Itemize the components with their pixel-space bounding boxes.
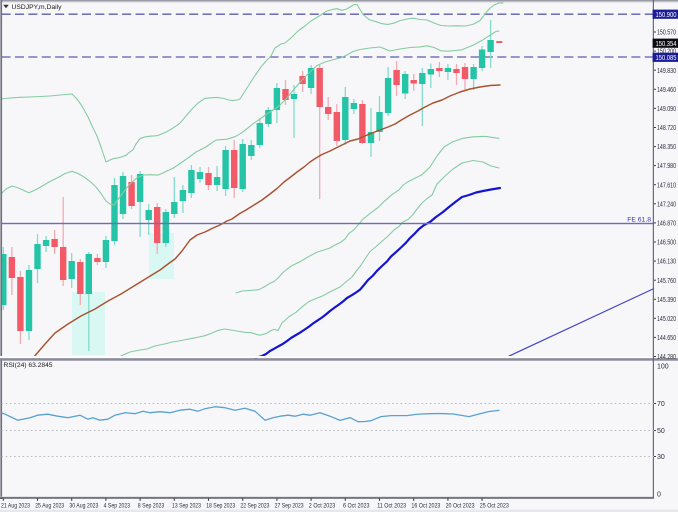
svg-text:2 Oct 2023: 2 Oct 2023 — [309, 502, 336, 509]
svg-text:146.130: 146.130 — [657, 259, 676, 266]
svg-text:144.280: 144.280 — [657, 354, 676, 361]
svg-text:25 Oct 2023: 25 Oct 2023 — [480, 502, 509, 509]
svg-text:148.720: 148.720 — [657, 125, 676, 132]
svg-text:150.085: 150.085 — [656, 55, 677, 62]
svg-text:150.900: 150.900 — [656, 12, 677, 19]
svg-text:11 Oct 2023: 11 Oct 2023 — [377, 502, 406, 509]
svg-text:FE 61.8: FE 61.8 — [627, 217, 651, 224]
svg-text:0: 0 — [657, 492, 661, 499]
svg-text:20 Oct 2023: 20 Oct 2023 — [446, 502, 475, 509]
svg-text:144.650: 144.650 — [657, 335, 676, 342]
svg-text:16 Oct 2023: 16 Oct 2023 — [411, 502, 440, 509]
svg-text:148.350: 148.350 — [657, 144, 676, 151]
svg-text:150.200: 150.200 — [657, 49, 676, 56]
svg-text:30: 30 — [657, 454, 665, 461]
svg-text:149.090: 149.090 — [657, 106, 676, 113]
svg-text:30 Aug 2023: 30 Aug 2023 — [69, 502, 98, 509]
svg-text:146.870: 146.870 — [657, 221, 676, 228]
svg-text:4 Sep 2023: 4 Sep 2023 — [104, 502, 131, 509]
svg-text:145.760: 145.760 — [657, 278, 676, 285]
svg-text:6 Oct 2023: 6 Oct 2023 — [343, 502, 370, 509]
svg-text:50: 50 — [657, 428, 665, 435]
svg-text:149.460: 149.460 — [657, 87, 676, 94]
svg-text:149.830: 149.830 — [657, 68, 676, 75]
svg-text:150.354: 150.354 — [656, 41, 677, 48]
svg-text:145.390: 145.390 — [657, 297, 676, 304]
svg-text:RSI(24) 63.2845: RSI(24) 63.2845 — [4, 362, 53, 369]
svg-text:147.610: 147.610 — [657, 182, 676, 189]
svg-text:25 Aug 2023: 25 Aug 2023 — [35, 502, 64, 509]
svg-text:22 Sep 2023: 22 Sep 2023 — [240, 502, 269, 509]
svg-text:21 Aug 2023: 21 Aug 2023 — [1, 502, 30, 509]
svg-text:USDJPY,m,Daily: USDJPY,m,Daily — [12, 4, 63, 11]
svg-text:147.240: 147.240 — [657, 201, 676, 208]
svg-text:146.500: 146.500 — [657, 240, 676, 247]
svg-text:150.570: 150.570 — [657, 30, 676, 37]
svg-text:8 Sep 2023: 8 Sep 2023 — [138, 502, 165, 509]
svg-text:18 Sep 2023: 18 Sep 2023 — [206, 502, 235, 509]
svg-text:13 Sep 2023: 13 Sep 2023 — [172, 502, 201, 509]
svg-text:100: 100 — [657, 364, 669, 371]
svg-text:147.980: 147.980 — [657, 163, 676, 170]
svg-text:27 Sep 2023: 27 Sep 2023 — [275, 502, 304, 509]
svg-text:145.020: 145.020 — [657, 316, 676, 323]
svg-text:70: 70 — [657, 401, 665, 408]
